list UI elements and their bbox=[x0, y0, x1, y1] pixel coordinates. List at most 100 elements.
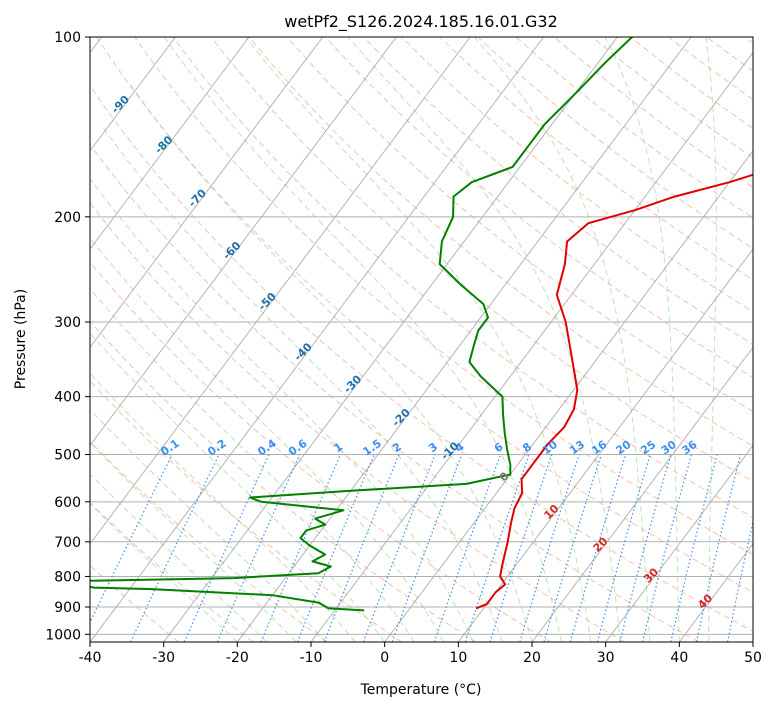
dry-adiabat-label: -60 bbox=[220, 239, 243, 262]
plot-frame bbox=[89, 36, 754, 643]
dry-adiabat bbox=[210, 37, 753, 482]
dry-adiabat bbox=[553, 37, 753, 189]
isotherm bbox=[90, 37, 545, 642]
mixing-ratio-line bbox=[183, 454, 270, 642]
mixing-ratio-line bbox=[596, 454, 651, 642]
y-tick-label: 1000 bbox=[45, 627, 81, 643]
dry-adiabat-label: -90 bbox=[109, 93, 132, 116]
x-tick-label: -20 bbox=[226, 650, 249, 666]
isotherm bbox=[457, 248, 753, 642]
x-tick-label: 20 bbox=[523, 650, 541, 666]
x-tick-label: 40 bbox=[670, 650, 688, 666]
x-tick-label: 50 bbox=[744, 650, 762, 666]
moist-adiabat bbox=[90, 287, 415, 642]
dry-adiabat-label: -20 bbox=[390, 406, 413, 429]
dry-adiabat bbox=[96, 37, 753, 593]
mixing-ratio-line bbox=[489, 454, 553, 642]
x-axis: -40 -30 -20 -10 0 10 20 30 40 50 bbox=[79, 642, 762, 666]
moist-adiabat-label: 40 bbox=[695, 591, 715, 611]
moist-adiabat bbox=[129, 84, 533, 642]
isotherm bbox=[90, 37, 250, 250]
mixing-ratio-line bbox=[296, 454, 375, 642]
x-axis-label: Temperature (°C) bbox=[360, 682, 482, 698]
y-tick-label: 200 bbox=[54, 210, 81, 226]
moist-adiabat bbox=[90, 178, 474, 642]
x-tick-label: 0 bbox=[380, 650, 389, 666]
moist-adiabat bbox=[90, 372, 356, 642]
dry-adiabat-label: -100 bbox=[63, 49, 92, 78]
y-tick-label: 600 bbox=[54, 495, 81, 511]
isotherm bbox=[163, 37, 618, 642]
dewpoint-profile bbox=[90, 37, 633, 612]
moist-adiabat bbox=[474, 37, 651, 642]
mixing-ratio-line bbox=[519, 454, 580, 642]
x-tick-label: -40 bbox=[79, 650, 102, 666]
moist-adiabat bbox=[705, 37, 717, 642]
isotherm bbox=[678, 543, 753, 642]
dry-adiabat bbox=[286, 37, 753, 413]
mixing-ratio-line bbox=[569, 454, 627, 642]
dry-adiabat bbox=[90, 85, 753, 632]
mixing-ratio-line bbox=[670, 454, 718, 642]
moist-adiabat bbox=[604, 37, 680, 642]
y-tick-label: 500 bbox=[54, 448, 81, 464]
dry-adiabat bbox=[515, 37, 753, 219]
temperature-profile bbox=[475, 173, 753, 610]
dry-adiabat-label: -50 bbox=[256, 290, 279, 313]
chart-title: wetPf2_S126.2024.185.16.01.G32 bbox=[284, 12, 558, 32]
mixing-ratio-line bbox=[216, 454, 301, 642]
moist-adiabat bbox=[90, 473, 268, 642]
moist-adiabat bbox=[100, 124, 503, 642]
mixing-ratio-line bbox=[727, 519, 753, 642]
x-tick-label: 10 bbox=[449, 650, 467, 666]
y-tick-label: 300 bbox=[54, 315, 81, 331]
isotherm bbox=[90, 37, 471, 545]
y-tick-label: 400 bbox=[54, 390, 81, 406]
mixing-ratio-line bbox=[362, 454, 436, 642]
moist-adiabat bbox=[245, 37, 592, 642]
isotherm bbox=[90, 37, 324, 349]
mixing-ratio-line bbox=[260, 454, 341, 642]
moist-adiabat bbox=[90, 441, 297, 642]
mixing-ratio-label: 0.4 bbox=[255, 437, 279, 459]
y-tick-label: 800 bbox=[54, 569, 81, 585]
moist-adiabat bbox=[90, 332, 386, 642]
moist-adiabat bbox=[347, 37, 621, 642]
mixing-ratio-label: 0.6 bbox=[286, 437, 310, 459]
x-tick-label: -30 bbox=[152, 650, 175, 666]
mixing-ratio-label: 1.5 bbox=[360, 437, 383, 459]
mixing-ratio-line bbox=[130, 454, 220, 642]
y-tick-label: 900 bbox=[54, 600, 81, 616]
moist-adiabat bbox=[90, 237, 445, 642]
dry-adiabat-label: -40 bbox=[292, 340, 315, 363]
dry-adiabat-label: -80 bbox=[152, 133, 175, 156]
moist-adiabat-label: 10 bbox=[541, 502, 561, 522]
isotherm bbox=[236, 37, 692, 642]
y-axis: 1000 900 800 700 600 500 400 300 200 100 bbox=[45, 30, 90, 643]
dry-adiabat-label: -70 bbox=[186, 186, 209, 209]
mixing-ratio-label: 8 bbox=[520, 440, 534, 455]
isotherm bbox=[752, 641, 753, 642]
plot-area: -100-90-80-70-60-50-40-30-20-10010203040… bbox=[63, 37, 753, 642]
mixing-ratio-line bbox=[695, 454, 742, 642]
dry-adiabat bbox=[401, 37, 753, 313]
dry-adiabat bbox=[90, 320, 477, 642]
y-tick-label: 700 bbox=[54, 535, 81, 551]
dry-adiabat bbox=[90, 143, 700, 642]
y-tick-label: 100 bbox=[54, 30, 81, 46]
x-tick-label: -10 bbox=[300, 650, 323, 666]
x-tick-label: 30 bbox=[597, 650, 615, 666]
isotherm bbox=[605, 444, 753, 642]
y-axis-label: Pressure (hPa) bbox=[13, 289, 29, 389]
mixing-ratio-label: 2 bbox=[390, 440, 404, 455]
moist-adiabat-label: 30 bbox=[641, 565, 661, 585]
moist-adiabat bbox=[163, 37, 562, 642]
mixing-ratio-line bbox=[619, 454, 672, 642]
dry-adiabat bbox=[172, 37, 753, 519]
mixing-ratio-line bbox=[433, 454, 502, 642]
mixing-ratio-label: 6 bbox=[492, 440, 506, 455]
mixing-ratio-line bbox=[323, 454, 400, 642]
mixing-ratio-line bbox=[642, 454, 693, 642]
dry-adiabat bbox=[134, 37, 753, 556]
